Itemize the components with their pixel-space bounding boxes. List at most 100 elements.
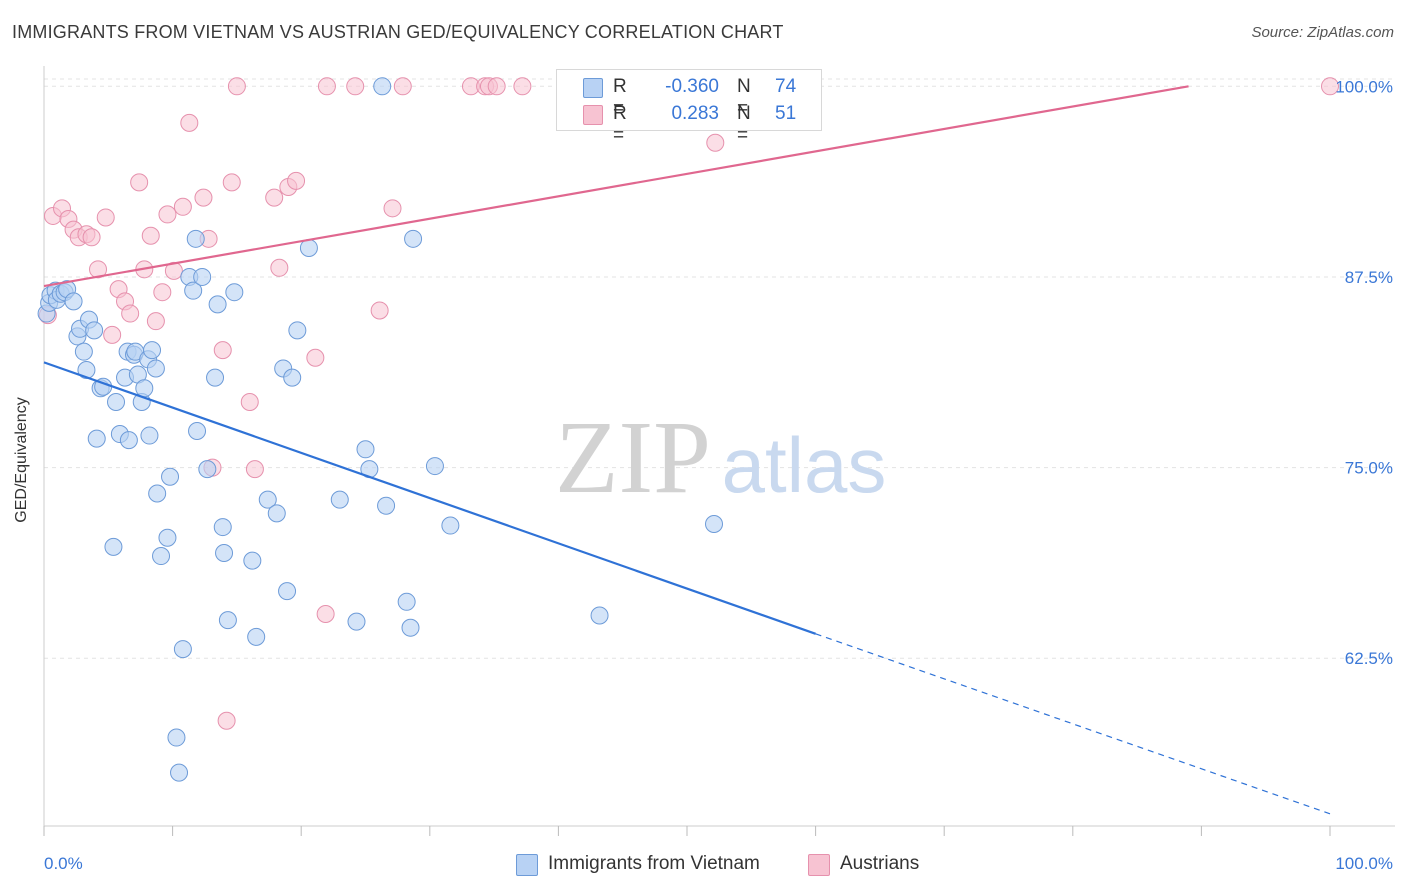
- austrians-swatch: [808, 854, 830, 876]
- vietnam-point: [299, 238, 318, 257]
- austrians-point: [316, 605, 335, 624]
- austrians-point: [89, 260, 108, 279]
- vietnam-point: [206, 368, 225, 387]
- vietnam-point: [198, 460, 217, 479]
- vietnam-point: [85, 321, 104, 340]
- r-value: -0.360: [665, 76, 719, 97]
- austrians-point: [383, 199, 402, 218]
- vietnam-point: [140, 426, 159, 445]
- source-label: Source: ZipAtlas.com: [1251, 24, 1394, 41]
- vietnam-point: [441, 516, 460, 535]
- vietnam-point: [146, 359, 165, 378]
- austrians-point: [146, 312, 165, 331]
- vietnam-point: [247, 627, 266, 646]
- vietnam-point: [143, 341, 162, 360]
- austrians-point: [265, 188, 284, 207]
- vietnam-trend-extension: [815, 633, 1331, 815]
- vietnam-point: [218, 611, 237, 630]
- austrians-point: [317, 77, 336, 96]
- austrians-point: [370, 301, 389, 320]
- vietnam-point: [288, 321, 307, 340]
- austrians-point: [270, 258, 289, 277]
- austrians-point: [227, 77, 246, 96]
- austrians-point: [706, 133, 725, 152]
- vietnam-point: [87, 429, 106, 448]
- vietnam-point: [278, 582, 297, 601]
- austrians-point: [141, 226, 160, 245]
- austrians-point: [213, 341, 232, 360]
- austrians-swatch: [583, 105, 603, 125]
- vietnam-point: [590, 606, 609, 625]
- austrians-point: [245, 460, 264, 479]
- austrians-point: [180, 113, 199, 132]
- watermark-atlas: atlas: [722, 421, 887, 509]
- vietnam-point: [356, 440, 375, 459]
- n-value: 51: [775, 103, 797, 124]
- vietnam-point: [397, 592, 416, 611]
- gridlines: [44, 78, 1395, 659]
- vietnam-point: [225, 283, 244, 302]
- austrians-point: [82, 228, 101, 247]
- vietnam-point: [330, 490, 349, 509]
- austrians-point: [96, 208, 115, 227]
- vietnam-point: [167, 728, 186, 747]
- vietnam-point: [119, 431, 138, 450]
- x-tick-label: 0.0%: [44, 854, 83, 873]
- vietnam-point: [267, 504, 286, 523]
- vietnam-point: [107, 393, 126, 412]
- vietnam-point: [104, 537, 123, 556]
- vietnam-point: [74, 342, 93, 361]
- r-value: 0.283: [671, 103, 719, 124]
- legend-label-vietnam: Immigrants from Vietnam: [548, 853, 760, 874]
- austrians-point: [173, 197, 192, 216]
- axes: [43, 66, 1395, 836]
- vietnam-point: [373, 77, 392, 96]
- vietnam-point: [193, 267, 212, 286]
- legend-label-austrians: Austrians: [840, 853, 920, 874]
- austrians-point: [130, 173, 149, 192]
- stats-legend: R = -0.360 N = 74 R = 0.283 N = 51: [556, 69, 822, 146]
- n-value: 74: [775, 76, 797, 97]
- vietnam-point: [173, 640, 192, 659]
- austrians-points: [38, 77, 1339, 730]
- vietnam-point: [64, 292, 83, 311]
- austrians-point: [240, 393, 259, 412]
- y-axis-label: GED/Equivalency: [13, 397, 30, 523]
- y-tick-label: 100.0%: [1335, 77, 1393, 96]
- austrians-point: [103, 325, 122, 344]
- y-tick-label: 75.0%: [1345, 459, 1393, 478]
- vietnam-point: [283, 368, 302, 387]
- vietnam-points: [37, 77, 724, 782]
- austrians-point: [306, 348, 325, 367]
- austrians-point: [194, 188, 213, 207]
- vietnam-point: [404, 229, 423, 248]
- austrians-point: [513, 77, 532, 96]
- vietnam-point: [184, 281, 203, 300]
- vietnam-point: [188, 421, 207, 440]
- watermark-zip: ZIP: [555, 400, 711, 515]
- vietnam-point: [161, 467, 180, 486]
- vietnam-trend-line: [43, 361, 816, 635]
- austrians-point: [287, 171, 306, 190]
- vietnam-point: [347, 612, 366, 631]
- vietnam-point: [148, 484, 167, 503]
- vietnam-point: [152, 547, 171, 566]
- austrians-point: [158, 205, 177, 224]
- r-label: R =: [613, 103, 627, 146]
- vietnam-point: [377, 496, 396, 515]
- austrians-point: [487, 77, 506, 96]
- vietnam-point: [158, 528, 177, 547]
- austrians-trend-line: [43, 85, 1189, 288]
- austrians-point: [121, 304, 140, 323]
- vietnam-point: [77, 360, 96, 379]
- chart-title: IMMIGRANTS FROM VIETNAM VS AUSTRIAN GED/…: [12, 22, 784, 42]
- vietnam-swatch: [583, 78, 603, 98]
- austrians-point: [393, 77, 412, 96]
- austrians-point: [222, 173, 241, 192]
- vietnam-point: [258, 490, 277, 509]
- n-label: N =: [737, 76, 751, 119]
- vietnam-point: [208, 295, 227, 314]
- trend-lines: [43, 85, 1331, 815]
- y-tick-label: 62.5%: [1345, 649, 1393, 668]
